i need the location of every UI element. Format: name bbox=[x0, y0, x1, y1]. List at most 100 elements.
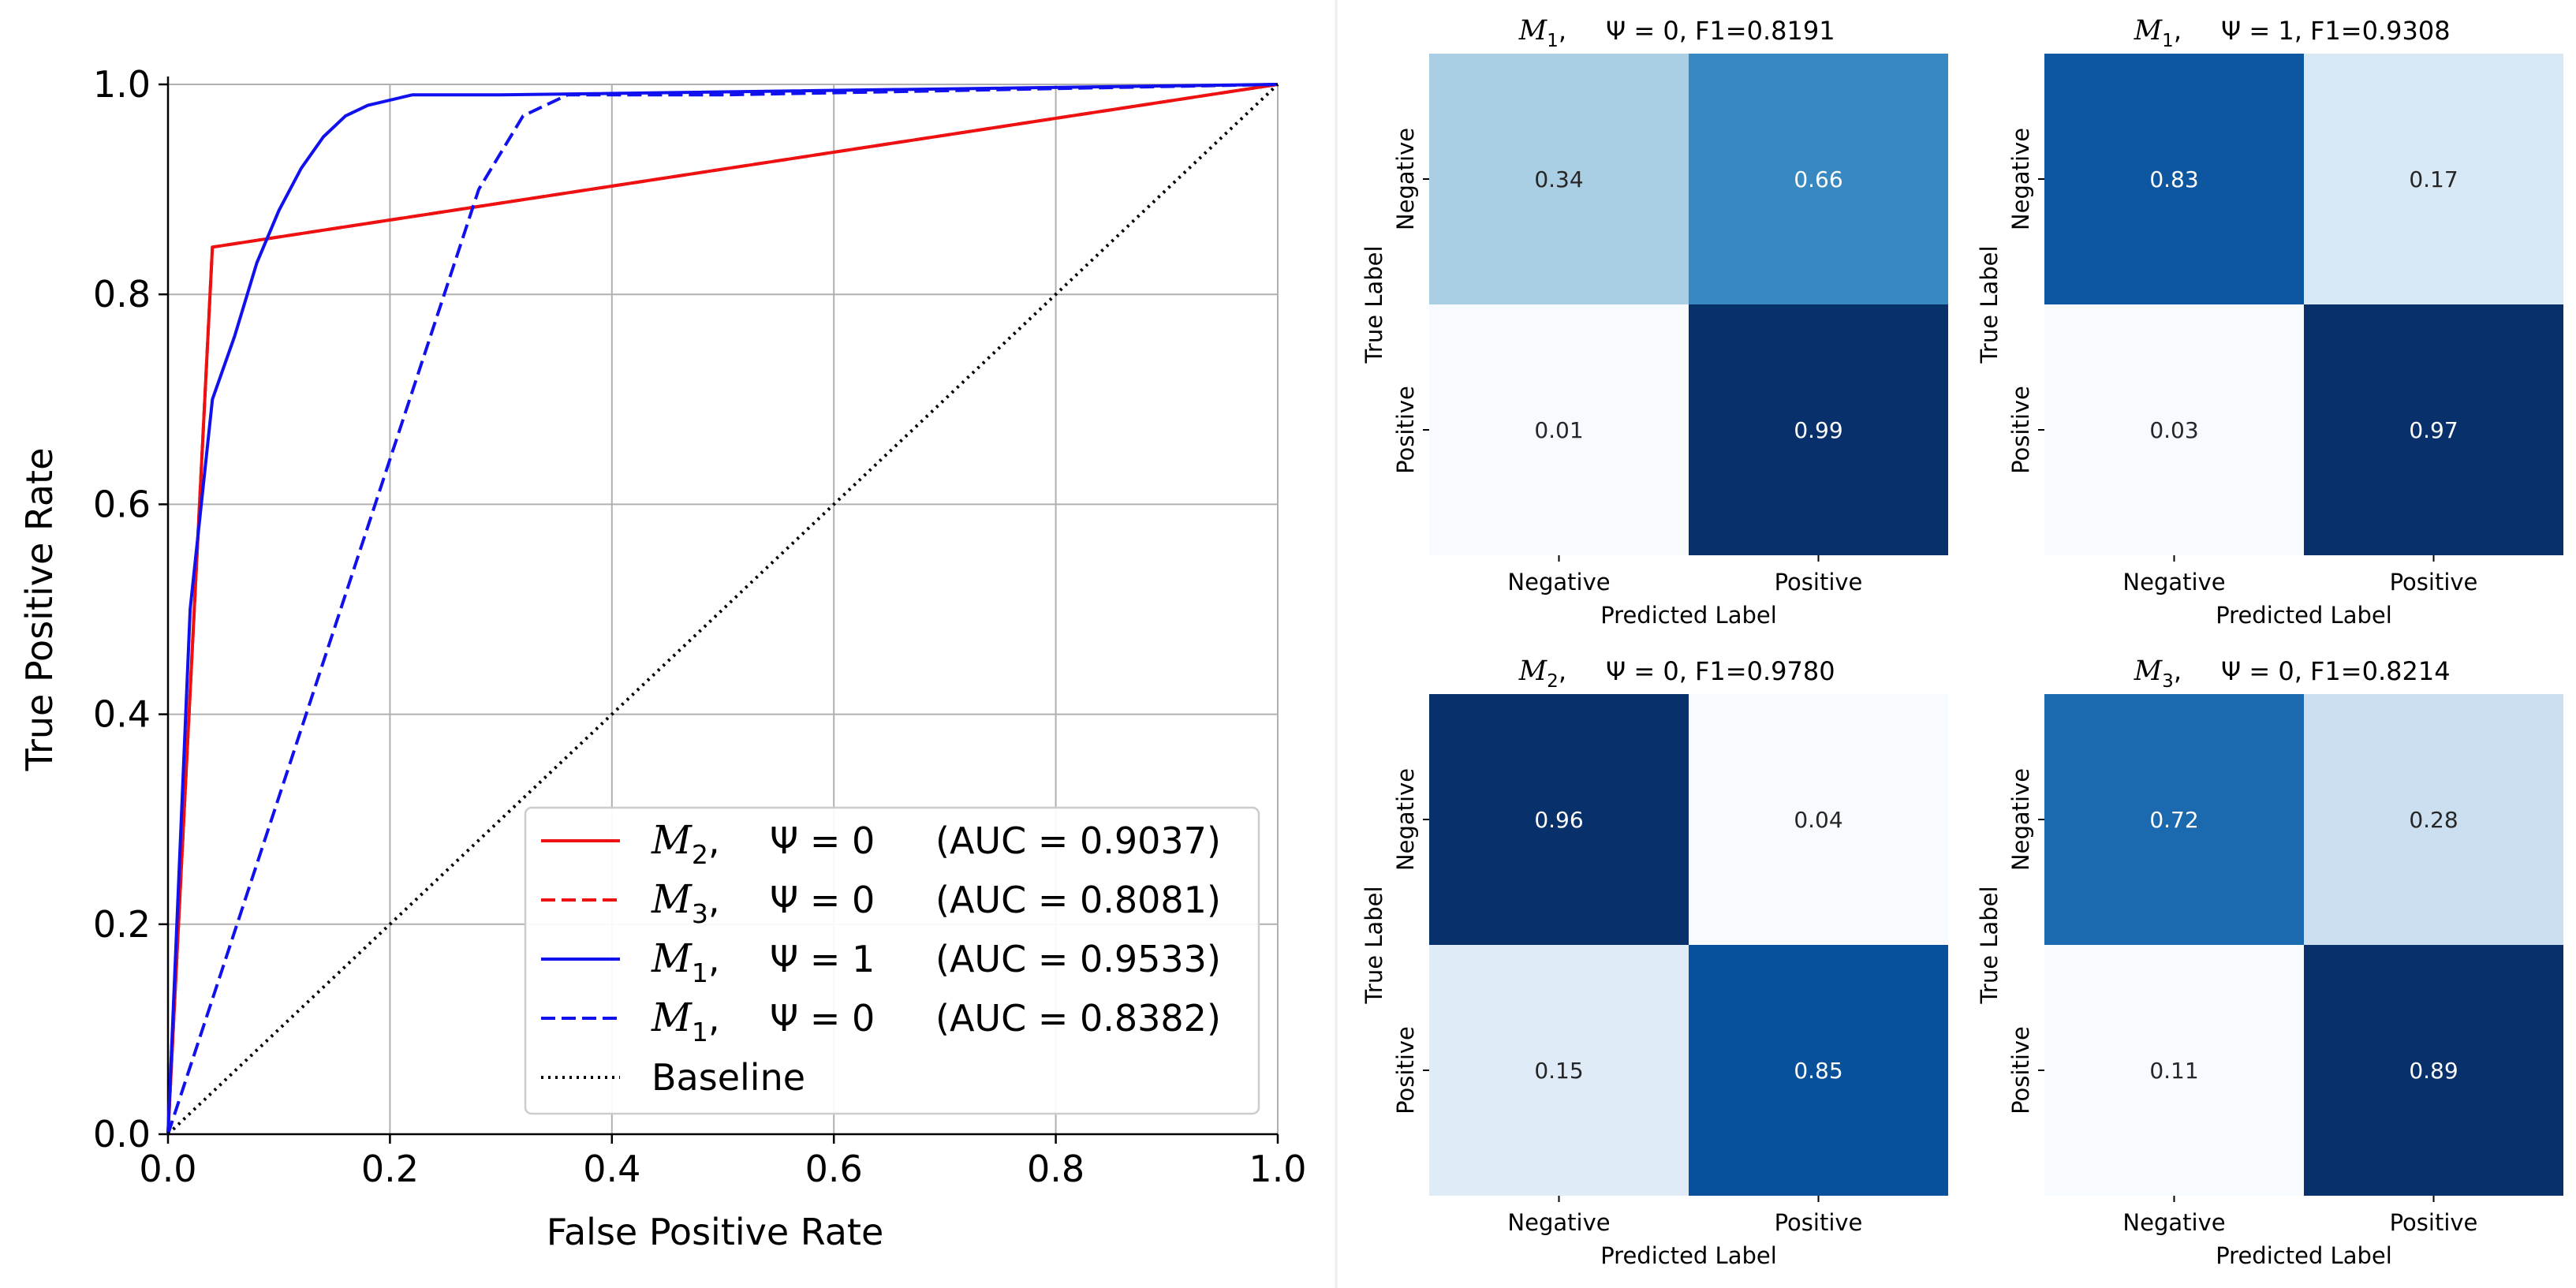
heatmap-y-tick-label: Positive bbox=[2007, 386, 2034, 474]
heatmap-y-tick-label: Positive bbox=[1392, 1026, 1419, 1114]
heatmap-x-axis-label: Predicted Label bbox=[1600, 602, 1777, 629]
x-tick-label: 0.6 bbox=[805, 1148, 863, 1190]
heatmap-y-tick-label: Negative bbox=[1392, 128, 1419, 230]
roc-series-line bbox=[166, 83, 1279, 1135]
heatmap-cell-label: 0.83 bbox=[2149, 166, 2198, 192]
heatmap-title-model: M1, bbox=[1518, 15, 1566, 51]
heatmap-cell bbox=[1429, 694, 1689, 945]
heatmap-x-tick-label: Positive bbox=[2390, 1209, 2478, 1236]
heatmap-title-model: M3, bbox=[2134, 655, 2182, 692]
legend-auc-label: (AUC = 0.8382) bbox=[935, 997, 1221, 1040]
heatmap-x-tick-label: Positive bbox=[2390, 569, 2478, 595]
x-tick-label: 0.8 bbox=[1027, 1148, 1085, 1190]
heatmap-y-tick-label: Positive bbox=[2007, 1026, 2034, 1114]
heatmap-x-tick-label: Positive bbox=[1775, 1209, 1863, 1236]
y-tick-label: 0.8 bbox=[93, 273, 151, 315]
heatmap-y-axis-label: True Label bbox=[1361, 886, 1387, 1004]
heatmap-cell-label: 0.17 bbox=[2409, 166, 2458, 192]
x-tick-label: 0.2 bbox=[361, 1148, 419, 1190]
heatmap-cell-label: 0.15 bbox=[1534, 1058, 1583, 1084]
heatmap-cell bbox=[2304, 304, 2563, 555]
heatmap-x-tick-label: Negative bbox=[2122, 569, 2225, 595]
confusion-matrix-panel: 0.72 0.28 0.11 0.89 M3, Ψ = 0, F1=0.8214 Negati… bbox=[1976, 655, 2563, 1269]
x-axis-label: False Positive Rate bbox=[547, 1211, 884, 1253]
heatmap-cell bbox=[2304, 54, 2563, 304]
heatmap-cell-label: 0.01 bbox=[1534, 417, 1583, 443]
confusion-matrix-panel: 0.34 0.66 0.01 0.99 M1, Ψ = 0, F1=0.8191 Negati… bbox=[1361, 15, 1948, 629]
heatmap-x-tick-label: Negative bbox=[1507, 1209, 1610, 1236]
heatmap-cell bbox=[2044, 945, 2304, 1196]
heatmap-cell bbox=[2044, 694, 2304, 945]
heatmap-cell bbox=[1429, 945, 1689, 1196]
heatmap-cell-label: 0.99 bbox=[1794, 417, 1842, 443]
heatmap-cell bbox=[1689, 945, 1948, 1196]
heatmap-title-f1: F1=0.8191 bbox=[1695, 16, 1835, 46]
heatmap-y-tick-label: Negative bbox=[2007, 768, 2034, 871]
heatmap-cell bbox=[1429, 54, 1689, 304]
legend-box bbox=[524, 806, 1260, 1115]
heatmap-y-tick-label: Positive bbox=[1392, 386, 1419, 474]
heatmap-title-psi: Ψ = 0, bbox=[2221, 656, 2302, 686]
heatmap-y-tick-label: Negative bbox=[1392, 768, 1419, 871]
confusion-matrix-panel: 0.96 0.04 0.15 0.85 M2, Ψ = 0, F1=0.9780 Negati… bbox=[1361, 655, 1948, 1269]
heatmap-cell bbox=[2304, 945, 2563, 1196]
x-tick-label: 0.0 bbox=[139, 1148, 196, 1190]
heatmap-title-psi: Ψ = 0, bbox=[1606, 16, 1687, 46]
legend-model-label: M3, bbox=[651, 876, 720, 929]
x-tick-label: 1.0 bbox=[1249, 1148, 1306, 1190]
heatmap-x-tick-label: Negative bbox=[2122, 1209, 2225, 1236]
legend-auc-label: (AUC = 0.9533) bbox=[935, 938, 1221, 980]
heatmap-cell-label: 0.85 bbox=[1794, 1058, 1842, 1084]
heatmap-cell-label: 0.72 bbox=[2149, 807, 2198, 833]
roc-series-line bbox=[166, 83, 1279, 1135]
heatmap-title-model: M1, bbox=[2134, 15, 2182, 51]
legend-model-label: M1, bbox=[651, 995, 720, 1047]
legend-auc-label: (AUC = 0.9037) bbox=[935, 819, 1221, 862]
legend-label: Baseline bbox=[651, 1056, 805, 1099]
heatmap-x-axis-label: Predicted Label bbox=[1600, 1242, 1777, 1269]
heatmap-cell-label: 0.66 bbox=[1794, 166, 1842, 192]
roc-chart: 0.0 0.2 0.4 0.6 0.8 1.0 0.0 0.2 0.4 0.6 0.8 1.0 Fals… bbox=[18, 63, 1307, 1253]
legend-psi-label: Ψ = 1 bbox=[770, 938, 875, 980]
heatmap-y-axis-label: True Label bbox=[1976, 245, 2003, 364]
x-tick-label: 0.4 bbox=[583, 1148, 640, 1190]
heatmap-cell-label: 0.28 bbox=[2409, 807, 2458, 833]
heatmap-cell bbox=[2044, 54, 2304, 304]
legend-auc-label: (AUC = 0.8081) bbox=[935, 879, 1221, 921]
legend-model-label: M2, bbox=[651, 817, 720, 870]
y-axis-label: True Positive Rate bbox=[18, 448, 61, 772]
heatmap-x-axis-label: Predicted Label bbox=[2216, 602, 2392, 629]
heatmap-cell bbox=[2304, 694, 2563, 945]
confusion-matrix-panel: 0.83 0.17 0.03 0.97 M1, Ψ = 1, F1=0.9308 Negati… bbox=[1976, 15, 2563, 629]
heatmap-y-axis-label: True Label bbox=[1361, 245, 1387, 364]
heatmap-title-psi: Ψ = 0, bbox=[1606, 656, 1687, 686]
heatmap-x-tick-label: Negative bbox=[1507, 569, 1610, 595]
heatmap-x-axis-label: Predicted Label bbox=[2216, 1242, 2392, 1269]
legend-psi-label: Ψ = 0 bbox=[770, 997, 875, 1040]
heatmap-cell bbox=[1689, 304, 1948, 555]
heatmap-x-tick-label: Positive bbox=[1775, 569, 1863, 595]
heatmap-title-f1: F1=0.8214 bbox=[2310, 656, 2451, 686]
heatmap-cell-label: 0.89 bbox=[2409, 1058, 2458, 1084]
heatmap-title-model: M2, bbox=[1518, 655, 1566, 692]
heatmap-cell-label: 0.34 bbox=[1534, 166, 1583, 192]
legend-psi-label: Ψ = 0 bbox=[770, 879, 875, 921]
heatmap-cell-label: 0.04 bbox=[1794, 807, 1842, 833]
heatmap-cell-label: 0.96 bbox=[1534, 807, 1583, 833]
legend-model-label: M1, bbox=[651, 935, 720, 988]
heatmap-y-axis-label: True Label bbox=[1976, 886, 2003, 1004]
heatmap-title-f1: F1=0.9780 bbox=[1695, 656, 1835, 686]
heatmap-title-f1: F1=0.9308 bbox=[2310, 16, 2451, 46]
y-tick-label: 0.0 bbox=[93, 1113, 151, 1155]
y-tick-label: 0.6 bbox=[93, 483, 151, 525]
heatmap-cell bbox=[1689, 694, 1948, 945]
heatmap-cell bbox=[1689, 54, 1948, 304]
roc-series-line bbox=[166, 83, 1279, 1135]
heatmap-y-tick-label: Negative bbox=[2007, 128, 2034, 230]
y-tick-label: 1.0 bbox=[93, 63, 151, 106]
y-tick-label: 0.4 bbox=[93, 693, 151, 736]
heatmap-cell bbox=[2044, 304, 2304, 555]
confusion-matrices: 0.34 0.66 0.01 0.99 M1, Ψ = 0, F1=0.8191 Negati… bbox=[1361, 15, 2563, 1269]
heatmap-cell-label: 0.97 bbox=[2409, 417, 2458, 443]
heatmap-cell-label: 0.11 bbox=[2149, 1058, 2198, 1084]
